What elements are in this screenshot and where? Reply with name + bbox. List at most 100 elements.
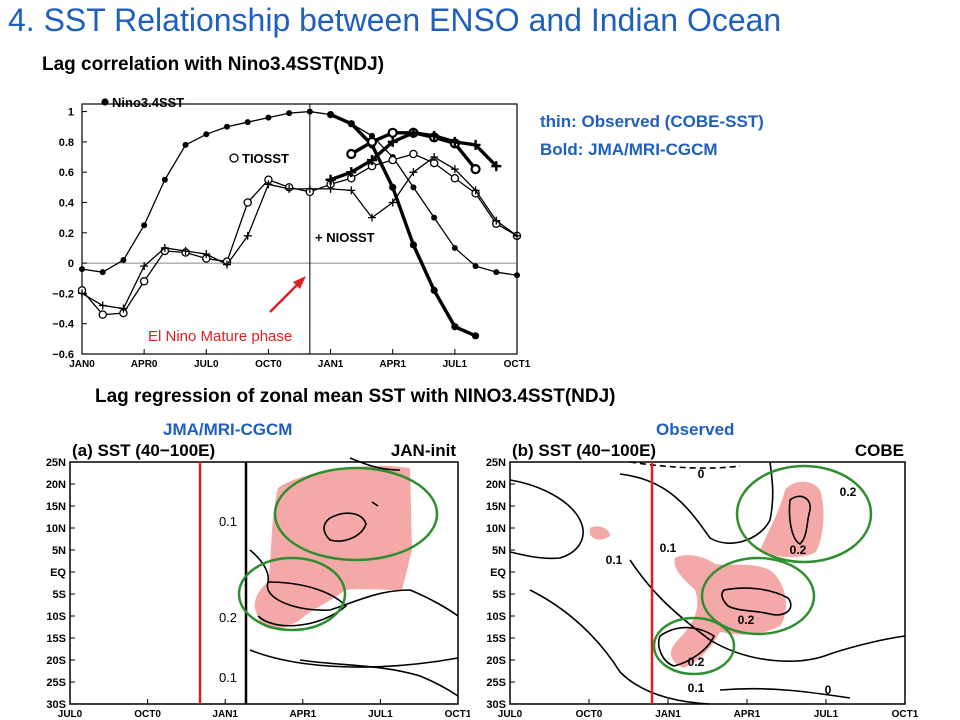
y-tick-label: 15S [486,633,506,645]
y-tick-label: 5N [52,545,66,557]
x-tick-label: OCT0 [576,709,603,720]
point-circle [387,127,398,138]
point-plus [449,136,460,147]
x-tick-label: JUL0 [58,709,83,720]
mature-phase-annotation: El Nino Mature phase [148,328,292,345]
point-circle [388,155,397,165]
x-tick-label: JUL0 [194,359,219,370]
panel-b-contour-label-3: 0.2 [790,543,807,557]
point-plus [325,174,336,185]
panel-a-shading [254,465,412,630]
y-tick-label: 25S [486,677,506,689]
series-line-2 [81,156,518,310]
panel-b-contour-label-4: 0.1 [660,541,677,555]
panel-b-contour-label-1: 0 [698,467,705,481]
x-tick-label: OCT1 [445,709,470,720]
panel-b-circle-middle [700,556,816,636]
y-tick-label: 15N [486,501,506,513]
point-circle [470,164,481,175]
point-dot [431,214,438,221]
point-plus [347,186,356,195]
point-plus [202,250,211,258]
x-tick-label: JUL1 [443,359,468,370]
point-dot [120,257,127,264]
panel-b-tag: COBE [855,441,904,460]
panel-a-contour-label-2: 0.2 [219,610,237,625]
legend-circle-marker [229,153,239,163]
point-plus [98,301,107,310]
y-tick-label: 0.4 [59,197,75,209]
panel-b-contour-label-5: 0.1 [606,553,623,567]
mature-phase-arrow-shaft [269,281,301,313]
point-dot [347,120,355,128]
series-line-0 [81,110,518,276]
y-tick-label: 10S [486,611,506,623]
point-dot [471,332,480,340]
top-chart-heading: Lag correlation with Nino3.4SST(NDJ) [42,54,385,75]
x-tick-label: JAN1 [212,709,238,720]
point-dot [326,111,335,119]
point-circle [366,136,378,147]
point-dot [430,286,438,294]
legend-note-thin: thin: Observed (COBE-SST) [540,112,764,131]
point-dot [451,323,459,331]
y-tick-label: 0.2 [59,228,74,240]
panel-b-header: Observed [656,420,735,439]
y-tick-label: 15N [46,501,66,513]
y-tick-label: 5S [493,589,506,601]
panel-b-label: (b) SST (40−100E) [512,441,656,460]
y-tick-label: 10S [46,611,66,623]
point-plus [140,262,149,271]
x-tick-label: APR0 [131,359,158,370]
y-tick-label: 30S [46,699,66,711]
point-plus [408,127,419,138]
panel-b-contours [509,461,906,705]
panel-a-contour-label-3: 0.1 [219,670,237,685]
slide-title: 4. SST Relationship between ENSO and Ind… [8,2,782,38]
point-circle [409,149,418,159]
point-dot [244,119,251,126]
point-plus [305,184,314,193]
point-dot [182,141,189,148]
point-dot [472,263,479,270]
point-dot [203,131,210,138]
y-tick-label: −0.4 [52,319,75,331]
panel-a-contours [249,457,459,697]
y-tick-label: 0 [68,258,74,270]
x-tick-label: APR1 [734,709,761,720]
point-dot [389,183,397,191]
point-plus [470,139,481,150]
point-dot [99,269,106,276]
point-circle [243,198,252,207]
tiosst-series-label: TIOSST [242,151,289,166]
point-plus [243,231,252,240]
point-plus [513,231,521,240]
panel-b-contour-label-9: 0 [825,683,832,697]
chart-frame [81,103,518,355]
panel-a-contour-label-1: 0.1 [219,514,237,529]
point-plus [346,167,357,178]
point-circle [346,148,357,160]
point-circle [98,310,107,319]
mature-phase-arrow-head [293,276,306,289]
point-dot [224,123,230,130]
panel-b-circle-north [735,464,873,564]
panel-b-contour-label-2: 0.2 [840,485,857,499]
panel-b-circle-south [652,616,736,676]
point-plus [223,260,231,269]
y-tick-label: 0.8 [59,137,74,149]
x-tick-label: APR1 [379,359,406,370]
panel-b-contour-labels: 0 0.2 0.2 0.1 0.1 0.2 0.2 0.1 0 [606,467,857,697]
point-plus [491,161,502,172]
point-dot [306,108,313,115]
bottom-chart-heading: Lag regression of zonal mean SST with NI… [95,386,616,407]
point-dot [409,241,418,249]
point-plus [264,180,273,189]
point-circle [139,277,149,286]
point-plus [160,243,169,252]
point-plus [430,153,439,162]
x-tick-label: OCT1 [892,709,919,720]
y-tick-label: 10N [46,523,66,535]
y-tick-label: 30S [486,699,506,711]
